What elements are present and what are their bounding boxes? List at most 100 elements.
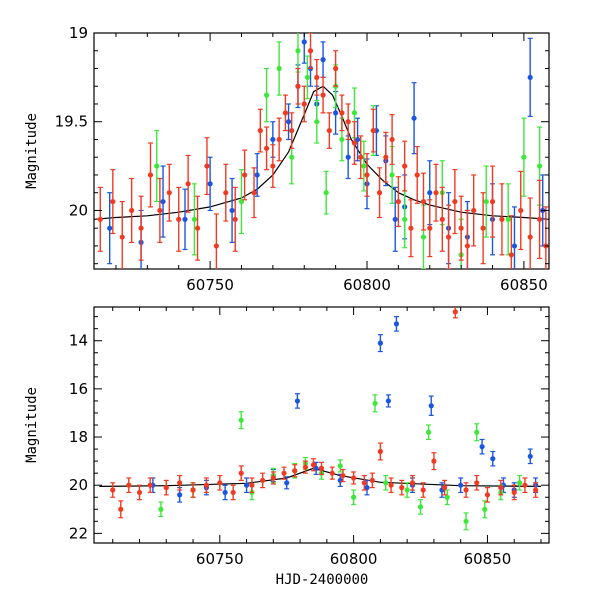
bottom-red-point [522, 482, 528, 488]
bottom-red-point [203, 482, 210, 488]
top-y-tick-label: 19 [69, 24, 88, 42]
bottom-blue-point [490, 456, 496, 462]
bottom-red-point [126, 482, 132, 488]
bottom-green-point [482, 506, 488, 512]
bottom-red-point [442, 485, 448, 491]
bottom-red-point [399, 485, 405, 491]
bottom-series-green [158, 394, 523, 531]
top-green-point [323, 190, 329, 196]
top-red-point [326, 127, 332, 134]
top-red-point [147, 172, 154, 178]
bottom-red-point [409, 480, 416, 486]
top-red-point [242, 172, 248, 178]
bottom-green-point [444, 494, 450, 500]
top-green-point [505, 216, 511, 222]
bottom-blue-point [385, 398, 392, 404]
bottom-red-point [238, 470, 244, 476]
top-y-tick-label: 20 [69, 201, 88, 219]
bottom-green-point [158, 506, 164, 512]
top-red-point [282, 110, 289, 116]
bottom-green-point [337, 463, 343, 469]
bottom-red-point [484, 492, 491, 498]
bottom-red-point [217, 480, 223, 486]
bottom-red-point [302, 464, 309, 470]
top-y-tick-label: 19.5 [55, 113, 88, 131]
bottom-red-point [388, 482, 394, 488]
top-red-point [489, 198, 496, 205]
bottom-blue-point [243, 482, 250, 488]
top-red-point [471, 207, 477, 214]
bottom-red-point [452, 309, 458, 315]
bottom-blue-point [458, 482, 464, 488]
top-red-point [307, 48, 314, 54]
top-blue-point [320, 57, 326, 63]
top-blue-point [182, 216, 188, 222]
top-red-point [257, 127, 263, 134]
top-red-point [185, 181, 191, 187]
top-green-point [276, 65, 282, 72]
top-blue-point [345, 154, 351, 160]
top-green-point [191, 216, 198, 222]
top-red-point [420, 198, 427, 205]
top-red-point [414, 172, 420, 178]
top-red-point [166, 190, 172, 196]
bottom-y-tick-label: 22 [69, 524, 88, 542]
bottom-blue-point [294, 398, 301, 404]
top-blue-point [427, 190, 433, 196]
bottom-red-point [281, 470, 287, 476]
top-fit-curve-layer [94, 85, 549, 220]
bottom-red-point [136, 489, 143, 496]
top-x-tick-label: 60800 [343, 276, 391, 294]
top-blue-point [254, 172, 260, 178]
top-y-axis-title: Magnitude [24, 113, 40, 189]
bottom-red-point [230, 489, 236, 496]
top-red-point [408, 225, 414, 231]
top-blue-point [392, 216, 398, 222]
top-red-point [251, 190, 257, 196]
top-green-point [420, 234, 427, 240]
bottom-red-point [329, 470, 335, 476]
bottom-blue-point [222, 489, 228, 496]
top-data-layer [97, 33, 549, 269]
bottom-y-tick-label: 18 [69, 428, 88, 446]
top-red-point [433, 190, 439, 196]
top-green-point [289, 154, 295, 160]
top-green-point [483, 198, 489, 205]
top-series-red [97, 33, 549, 269]
top-x-tick-label: 60750 [186, 276, 234, 294]
top-green-point [154, 163, 160, 169]
top-blue-point [411, 115, 417, 121]
bottom-red-point [511, 489, 517, 496]
top-red-point [389, 136, 395, 143]
top-fit-curve [94, 85, 549, 220]
top-red-point [480, 225, 486, 231]
top-red-point [358, 154, 364, 160]
top-red-point [499, 216, 505, 222]
bottom-red-point [177, 480, 183, 486]
top-blue-point [301, 39, 307, 45]
top-blue-point [527, 74, 533, 80]
bottom-red-point [249, 482, 255, 488]
top-red-point [339, 110, 345, 116]
bottom-series-red [110, 307, 539, 519]
top-red-point [295, 83, 301, 89]
top-blue-point [160, 198, 166, 205]
bottom-red-point [377, 448, 383, 455]
top-blue-point [333, 110, 339, 116]
bottom-red-point [340, 472, 346, 479]
bottom-x-tick-label: 60800 [330, 550, 378, 568]
top-green-point [389, 172, 395, 178]
top-red-point [110, 198, 116, 205]
top-red-point [370, 127, 376, 134]
x-axis-title: HJD-2400000 [276, 572, 369, 588]
bottom-blue-point [284, 480, 290, 486]
bottom-blue-point [313, 465, 319, 471]
top-red-point [157, 207, 163, 214]
top-red-point [276, 136, 282, 143]
top-x-tick-label: 60850 [500, 276, 548, 294]
bottom-red-point [474, 480, 480, 486]
top-red-point [320, 92, 326, 98]
bottom-blue-point [393, 321, 400, 327]
top-series-blue [107, 33, 546, 269]
